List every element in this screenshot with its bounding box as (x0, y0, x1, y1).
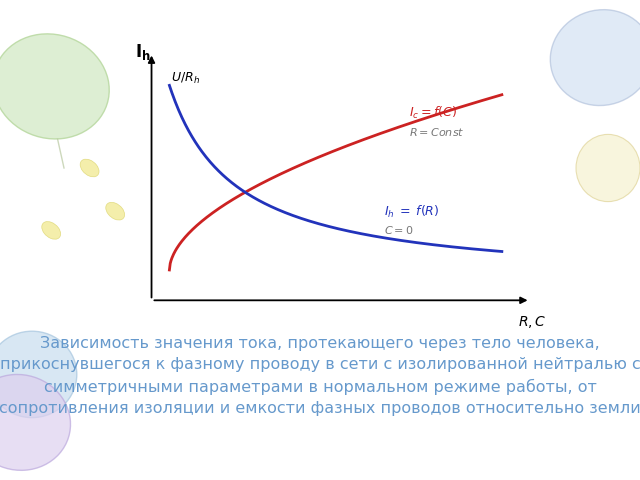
Text: $\mathbf{I_h}$: $\mathbf{I_h}$ (134, 41, 150, 61)
Ellipse shape (42, 222, 61, 239)
Text: $R, C$: $R, C$ (518, 314, 547, 330)
Text: $C = 0$: $C = 0$ (384, 224, 413, 236)
Ellipse shape (80, 159, 99, 177)
Ellipse shape (0, 374, 70, 470)
Text: $I_c = f(C)$: $I_c = f(C)$ (409, 106, 457, 121)
Ellipse shape (0, 34, 109, 139)
Text: $I_h \;=\; f(R)$: $I_h \;=\; f(R)$ (384, 204, 439, 219)
Ellipse shape (0, 331, 77, 418)
Ellipse shape (576, 134, 640, 202)
Text: $R = Const$: $R = Const$ (409, 126, 465, 138)
Ellipse shape (106, 203, 125, 220)
Ellipse shape (550, 10, 640, 106)
Text: $U/R_h$: $U/R_h$ (171, 71, 200, 86)
Text: Зависимость значения тока, протекающего через тело человека,
прикоснувшегося к ф: Зависимость значения тока, протекающего … (0, 336, 640, 416)
